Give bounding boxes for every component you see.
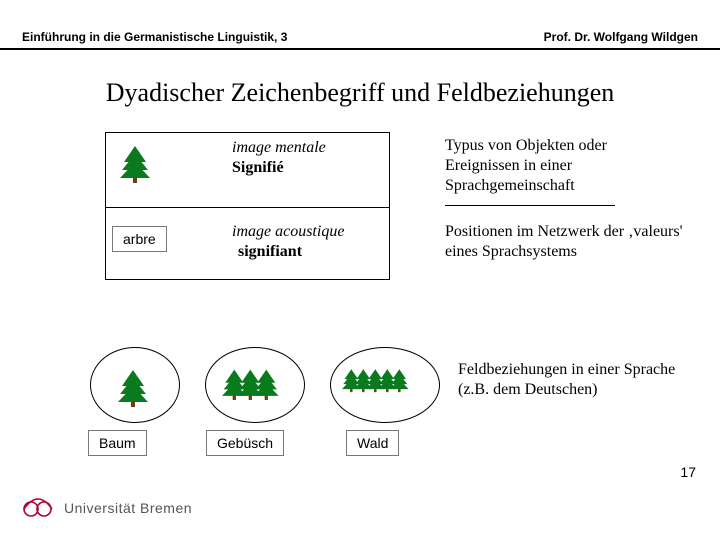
divider-rule xyxy=(445,205,615,206)
wald-label: Wald xyxy=(346,430,399,456)
image-mentale-label: image mentale xyxy=(232,138,326,158)
professor-name: Prof. Dr. Wolfgang Wildgen xyxy=(544,30,698,44)
slide-title: Dyadischer Zeichenbegriff und Feldbezieh… xyxy=(0,78,720,108)
course-name: Einführung in die Germanistische Linguis… xyxy=(22,30,287,44)
signifie-block: image mentale Signifié xyxy=(232,138,326,178)
slide-header: Einführung in die Germanistische Linguis… xyxy=(22,30,698,44)
university-logo: Universität Bremen xyxy=(22,493,192,522)
arbre-label: arbre xyxy=(112,226,167,252)
page-number: 17 xyxy=(680,464,696,480)
baum-label: Baum xyxy=(88,430,147,456)
signifie-label: Signifié xyxy=(232,158,326,178)
gebuesch-label: Gebüsch xyxy=(206,430,284,456)
header-rule xyxy=(0,48,720,50)
image-acoustique-label: image acoustique xyxy=(232,222,344,242)
sign-box-divider xyxy=(106,207,389,208)
logo-mark-icon xyxy=(22,493,56,522)
feldbeziehungen-text: Feldbeziehungen in einer Sprache (z.B. d… xyxy=(458,360,678,400)
typus-text: Typus von Objekten oder Ereignissen in e… xyxy=(445,136,685,196)
signifiant-block: image acoustique signifiant xyxy=(232,222,344,262)
positionen-text: Positionen im Netzwerk der ‚valeurs' ein… xyxy=(445,222,695,262)
university-name: Universität Bremen xyxy=(64,500,192,516)
signifiant-label: signifiant xyxy=(232,242,344,262)
slide: Einführung in die Germanistische Linguis… xyxy=(0,0,720,540)
